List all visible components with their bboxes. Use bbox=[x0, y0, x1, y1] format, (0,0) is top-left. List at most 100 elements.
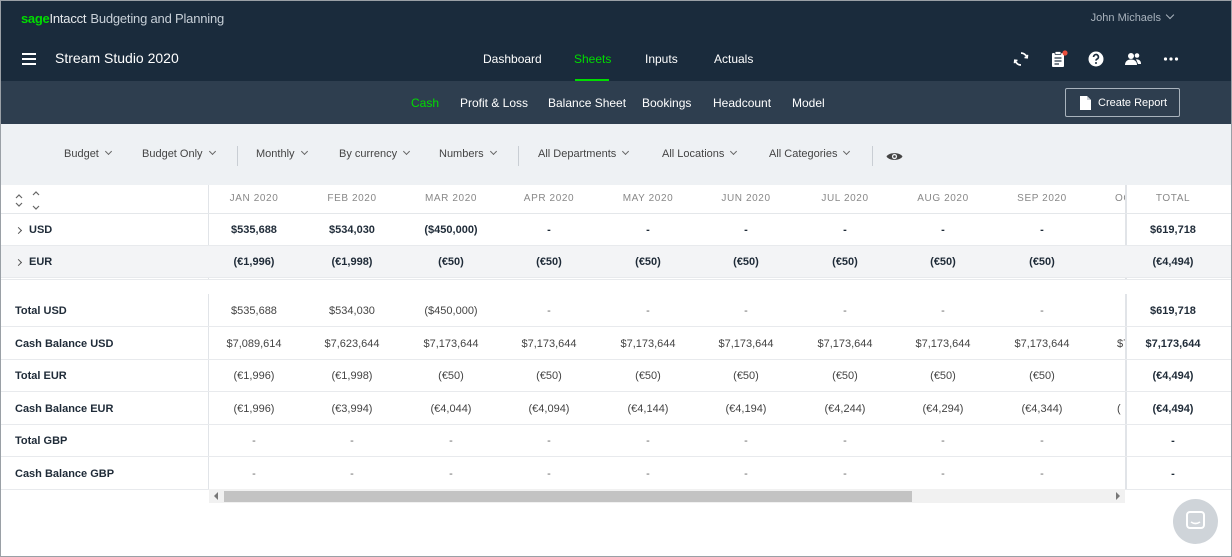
document-icon bbox=[1080, 96, 1091, 110]
expand-collapse-all-icon[interactable] bbox=[14, 190, 44, 210]
subtab-cash[interactable]: Cash bbox=[411, 96, 440, 110]
cash-sheet-table: JAN 2020 FEB 2020 MAR 2020 APR 2020 MAY … bbox=[1, 185, 1231, 505]
column-header: SEP 2020 bbox=[1017, 193, 1067, 204]
table-cell: (€50) bbox=[1029, 370, 1055, 382]
table-cell: $535,688 bbox=[231, 224, 277, 236]
table-row-group[interactable]: EUR (€1,996) (€1,998) (€50) (€50) (€50) (€50) (… bbox=[1, 246, 1231, 278]
table-cell: (€50) bbox=[1029, 256, 1055, 268]
hamburger-menu-icon[interactable] bbox=[22, 53, 36, 65]
filter-all-departments[interactable]: All Departments bbox=[538, 147, 630, 160]
brand-logo[interactable]: sageIntacct Budgeting and Planning bbox=[21, 11, 224, 26]
scroll-left-icon[interactable] bbox=[214, 492, 218, 500]
column-header-total: TOTAL bbox=[1155, 193, 1191, 204]
horizontal-scrollbar[interactable] bbox=[209, 489, 1125, 503]
column-header: FEB 2020 bbox=[327, 193, 377, 204]
table-cell: - bbox=[646, 468, 650, 480]
filter-divider bbox=[237, 146, 238, 166]
subtab-profit-loss[interactable]: Profit & Loss bbox=[460, 96, 529, 110]
table-cell: - bbox=[646, 305, 650, 317]
tab-dashboard[interactable]: Dashboard bbox=[483, 52, 542, 66]
tab-inputs[interactable]: Inputs bbox=[645, 52, 678, 66]
table-cell: (€4,094) bbox=[528, 403, 570, 415]
table-cell: - bbox=[941, 468, 945, 480]
filter-numbers[interactable]: Numbers bbox=[439, 147, 497, 160]
table-cell: - bbox=[744, 224, 748, 236]
table-cell: (€50) bbox=[930, 370, 956, 382]
table-cell: $7,089,614 bbox=[226, 338, 282, 350]
table-cell: - bbox=[252, 435, 256, 447]
column-header: APR 2020 bbox=[523, 193, 575, 204]
people-icon[interactable] bbox=[1123, 49, 1143, 69]
filter-all-locations[interactable]: All Locations bbox=[662, 147, 738, 160]
subtab-headcount[interactable]: Headcount bbox=[713, 96, 772, 110]
table-cell: - bbox=[646, 435, 650, 447]
table-row-summary: Cash Balance GBP - - - - - - - - - - bbox=[1, 457, 1231, 490]
chevron-down-icon bbox=[104, 147, 112, 156]
filter-label: By currency bbox=[339, 148, 398, 160]
table-cell: (€4,244) bbox=[824, 403, 866, 415]
table-cell: - bbox=[843, 435, 847, 447]
table-cell: (€4,344) bbox=[1021, 403, 1063, 415]
main-nav: Stream Studio 2020 Dashboard Sheets Inpu… bbox=[1, 37, 1231, 81]
row-label: EUR bbox=[29, 256, 53, 268]
table-cell: ($450,000) bbox=[424, 305, 478, 317]
scrollbar-thumb[interactable] bbox=[224, 491, 912, 502]
table-row-summary: Total EUR (€1,996) (€1,998) (€50) (€50) (€50)… bbox=[1, 359, 1231, 392]
create-report-button[interactable]: Create Report bbox=[1065, 88, 1180, 117]
brand-sage: sage bbox=[21, 11, 50, 26]
table-cell: (€4,144) bbox=[627, 403, 669, 415]
total-cell: (€4,494) bbox=[1152, 256, 1194, 268]
chevron-down-icon bbox=[730, 147, 738, 156]
subtab-bookings[interactable]: Bookings bbox=[642, 96, 692, 110]
help-icon[interactable] bbox=[1086, 49, 1106, 69]
table-cell: (€50) bbox=[635, 256, 661, 268]
table-cell: (€1,998) bbox=[331, 370, 373, 382]
filter-by-currency[interactable]: By currency bbox=[339, 147, 411, 160]
table-cell: - bbox=[744, 305, 748, 317]
table-cell-partial: ( bbox=[1117, 403, 1121, 415]
chat-icon bbox=[1186, 511, 1205, 529]
table-cell: - bbox=[1040, 468, 1044, 480]
filter-all-categories[interactable]: All Categories bbox=[769, 147, 851, 160]
app-title: Stream Studio 2020 bbox=[55, 50, 179, 66]
sync-icon[interactable] bbox=[1011, 49, 1031, 69]
table-cell: (€50) bbox=[733, 256, 759, 268]
table-row-summary: Cash Balance EUR (€1,996) (€3,994) (€4,044)… bbox=[1, 392, 1231, 425]
column-header: JUL 2020 bbox=[821, 193, 869, 204]
column-header-partial: OC bbox=[1115, 193, 1125, 204]
more-icon[interactable] bbox=[1161, 49, 1181, 69]
chevron-right-icon[interactable] bbox=[14, 226, 23, 235]
filter-label: Monthly bbox=[256, 148, 295, 160]
table-cell: (€1,996) bbox=[233, 370, 275, 382]
subtab-model[interactable]: Model bbox=[792, 96, 825, 110]
tab-actuals[interactable]: Actuals bbox=[714, 52, 754, 66]
row-label: USD bbox=[29, 224, 53, 236]
filter-label: Budget Only bbox=[142, 148, 203, 160]
chat-launcher-button[interactable] bbox=[1173, 499, 1218, 544]
scroll-right-icon[interactable] bbox=[1116, 492, 1120, 500]
chevron-down-icon bbox=[843, 147, 851, 156]
chevron-right-icon[interactable] bbox=[14, 258, 23, 267]
filter-monthly[interactable]: Monthly bbox=[256, 147, 308, 160]
table-cell: $7,173,644 bbox=[521, 338, 577, 350]
table-cell: $7,173,644 bbox=[423, 338, 479, 350]
user-menu[interactable]: John Michaels bbox=[1091, 10, 1175, 24]
table-cell: (€50) bbox=[930, 256, 956, 268]
chevron-down-icon bbox=[403, 147, 411, 156]
table-cell: - bbox=[843, 468, 847, 480]
table-cell: $7,623,644 bbox=[324, 338, 380, 350]
table-row-group[interactable]: USD $535,688 $534,030 ($450,000) - - - - - - $619,… bbox=[1, 214, 1231, 246]
row-label: Cash Balance GBP bbox=[15, 468, 115, 480]
tab-sheets[interactable]: Sheets bbox=[574, 52, 612, 66]
clipboard-notification-icon[interactable] bbox=[1049, 49, 1069, 69]
table-cell: (€4,044) bbox=[430, 403, 472, 415]
column-divider bbox=[208, 185, 209, 489]
chevron-down-icon bbox=[208, 147, 216, 156]
table-cell: - bbox=[547, 305, 551, 317]
filter-budget[interactable]: Budget bbox=[64, 147, 112, 160]
filter-budget-only[interactable]: Budget Only bbox=[142, 147, 216, 160]
eye-icon[interactable] bbox=[886, 151, 903, 162]
subtab-balance-sheet[interactable]: Balance Sheet bbox=[548, 96, 627, 110]
chevron-down-icon bbox=[300, 147, 308, 156]
